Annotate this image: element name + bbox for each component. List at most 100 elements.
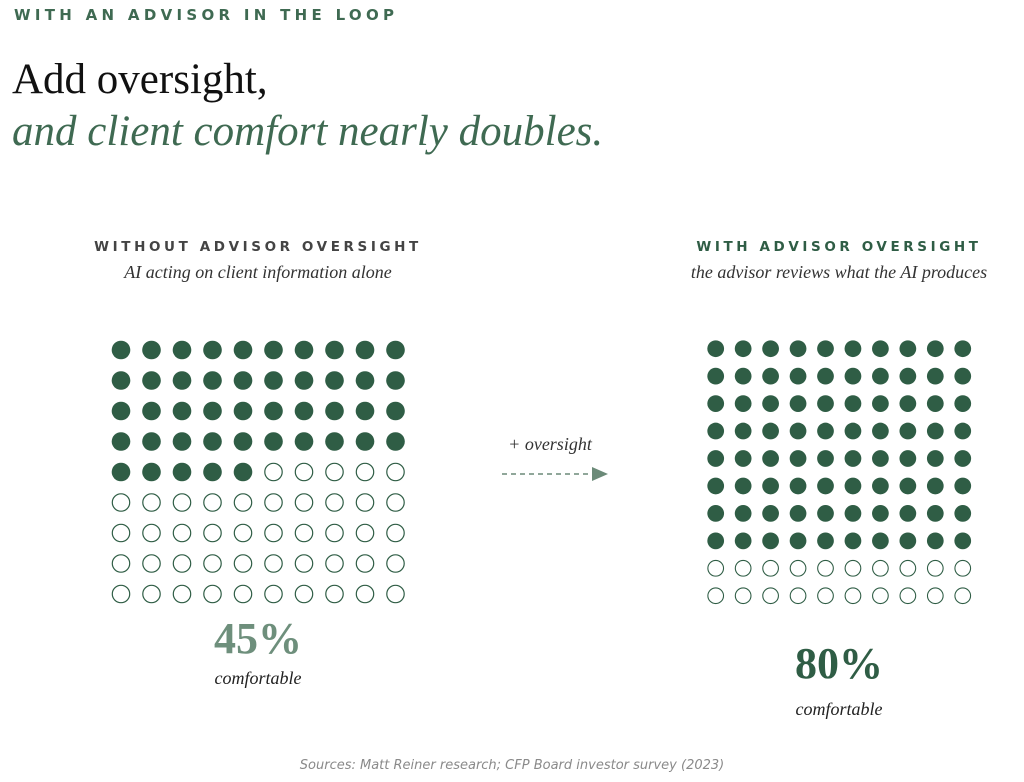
waffle-dot-empty bbox=[111, 523, 131, 543]
waffle-dot-empty bbox=[926, 587, 944, 605]
waffle-dot-filled bbox=[789, 450, 807, 467]
waffle-dot-filled bbox=[817, 340, 834, 358]
left-panel-title: WITHOUT ADVISOR OVERSIGHT bbox=[94, 239, 422, 255]
waffle-dot-filled bbox=[734, 477, 752, 495]
right-panel-subtitle: the advisor reviews what the AI produces bbox=[690, 262, 988, 282]
waffle-dot-empty bbox=[355, 584, 375, 604]
waffle-dot-empty bbox=[294, 584, 314, 604]
waffle-dot-filled bbox=[762, 477, 779, 495]
waffle-dot-filled bbox=[817, 477, 834, 495]
waffle-dot-filled bbox=[926, 340, 944, 358]
waffle-dot-empty bbox=[203, 493, 222, 512]
waffle-dot-filled bbox=[734, 505, 752, 522]
waffle-dot-filled bbox=[844, 477, 862, 495]
waffle-dot-filled bbox=[899, 532, 917, 550]
waffle-dot-filled bbox=[264, 371, 283, 390]
waffle-dot-filled bbox=[817, 367, 834, 385]
waffle-dot-filled bbox=[872, 367, 889, 385]
waffle-dot-filled bbox=[789, 477, 807, 495]
waffle-dot-filled bbox=[734, 395, 752, 412]
waffle-dot-filled bbox=[926, 395, 944, 412]
waffle-dot-filled bbox=[386, 401, 405, 421]
waffle-dot-filled bbox=[355, 432, 375, 451]
waffle-dot-empty bbox=[294, 523, 314, 543]
waffle-dot-filled bbox=[294, 432, 314, 451]
waffle-dot-filled bbox=[817, 532, 834, 550]
waffle-dot-empty bbox=[264, 493, 283, 512]
waffle-dot-empty bbox=[111, 554, 131, 573]
waffle-dot-filled bbox=[264, 401, 283, 421]
waffle-dot-filled bbox=[172, 432, 192, 451]
waffle-dot-empty bbox=[325, 462, 344, 482]
waffle-dot-empty bbox=[203, 554, 222, 573]
waffle-dot-filled bbox=[899, 505, 917, 522]
waffle-dot-filled bbox=[954, 532, 972, 550]
waffle-dot-filled bbox=[926, 505, 944, 522]
waffle-dot-filled bbox=[111, 432, 131, 451]
waffle-dot-filled bbox=[899, 367, 917, 385]
waffle-dot-filled bbox=[926, 367, 944, 385]
waffle-dot-filled bbox=[762, 422, 779, 440]
waffle-dot-empty bbox=[762, 559, 779, 577]
waffle-dot-filled bbox=[817, 505, 834, 522]
waffle-dot-filled bbox=[325, 340, 344, 360]
waffle-dot-empty bbox=[899, 587, 917, 605]
waffle-dot-filled bbox=[707, 367, 725, 385]
waffle-dot-filled bbox=[233, 401, 253, 421]
waffle-dot-filled bbox=[926, 532, 944, 550]
waffle-dot-empty bbox=[111, 584, 131, 604]
waffle-dot-filled bbox=[899, 450, 917, 467]
waffle-dot-filled bbox=[111, 401, 131, 421]
waffle-dot-filled bbox=[734, 532, 752, 550]
waffle-dot-filled bbox=[789, 505, 807, 522]
waffle-dot-filled bbox=[264, 340, 283, 360]
waffle-dot-filled bbox=[844, 340, 862, 358]
waffle-dot-empty bbox=[172, 584, 192, 604]
waffle-dot-filled bbox=[762, 395, 779, 412]
waffle-dot-filled bbox=[325, 401, 344, 421]
waffle-dot-filled bbox=[233, 371, 253, 390]
waffle-dot-filled bbox=[203, 371, 222, 390]
waffle-dot-empty bbox=[172, 493, 192, 512]
left-panel-subtitle: AI acting on client information alone bbox=[124, 262, 392, 282]
left-waffle-chart bbox=[111, 340, 405, 604]
waffle-dot-filled bbox=[926, 422, 944, 440]
waffle-dot-empty bbox=[386, 493, 405, 512]
waffle-dot-filled bbox=[762, 532, 779, 550]
waffle-dot-empty bbox=[264, 584, 283, 604]
waffle-dot-filled bbox=[707, 340, 725, 358]
waffle-dot-filled bbox=[707, 450, 725, 467]
waffle-dot-filled bbox=[872, 477, 889, 495]
waffle-dot-filled bbox=[111, 462, 131, 482]
waffle-dot-filled bbox=[762, 505, 779, 522]
waffle-dot-empty bbox=[872, 559, 889, 577]
waffle-dot-filled bbox=[355, 340, 375, 360]
waffle-dot-filled bbox=[872, 340, 889, 358]
waffle-dot-filled bbox=[762, 450, 779, 467]
waffle-dot-empty bbox=[872, 587, 889, 605]
waffle-dot-filled bbox=[789, 340, 807, 358]
waffle-dot-empty bbox=[294, 462, 314, 482]
waffle-dot-empty bbox=[954, 559, 972, 577]
waffle-dot-filled bbox=[172, 401, 192, 421]
waffle-dot-filled bbox=[789, 367, 807, 385]
waffle-dot-empty bbox=[111, 493, 131, 512]
waffle-dot-filled bbox=[844, 395, 862, 412]
waffle-dot-filled bbox=[734, 422, 752, 440]
waffle-dot-empty bbox=[355, 523, 375, 543]
waffle-dot-empty bbox=[899, 559, 917, 577]
waffle-dot-empty bbox=[264, 523, 283, 543]
waffle-dot-filled bbox=[386, 432, 405, 451]
waffle-dot-filled bbox=[707, 422, 725, 440]
waffle-dot-filled bbox=[734, 367, 752, 385]
waffle-dot-filled bbox=[294, 401, 314, 421]
waffle-dot-filled bbox=[142, 371, 161, 390]
waffle-dot-empty bbox=[325, 584, 344, 604]
waffle-dot-filled bbox=[355, 371, 375, 390]
waffle-dot-empty bbox=[264, 462, 283, 482]
waffle-dot-empty bbox=[386, 584, 405, 604]
waffle-dot-filled bbox=[707, 505, 725, 522]
waffle-dot-filled bbox=[142, 401, 161, 421]
waffle-dot-filled bbox=[817, 422, 834, 440]
waffle-dot-filled bbox=[233, 462, 253, 482]
